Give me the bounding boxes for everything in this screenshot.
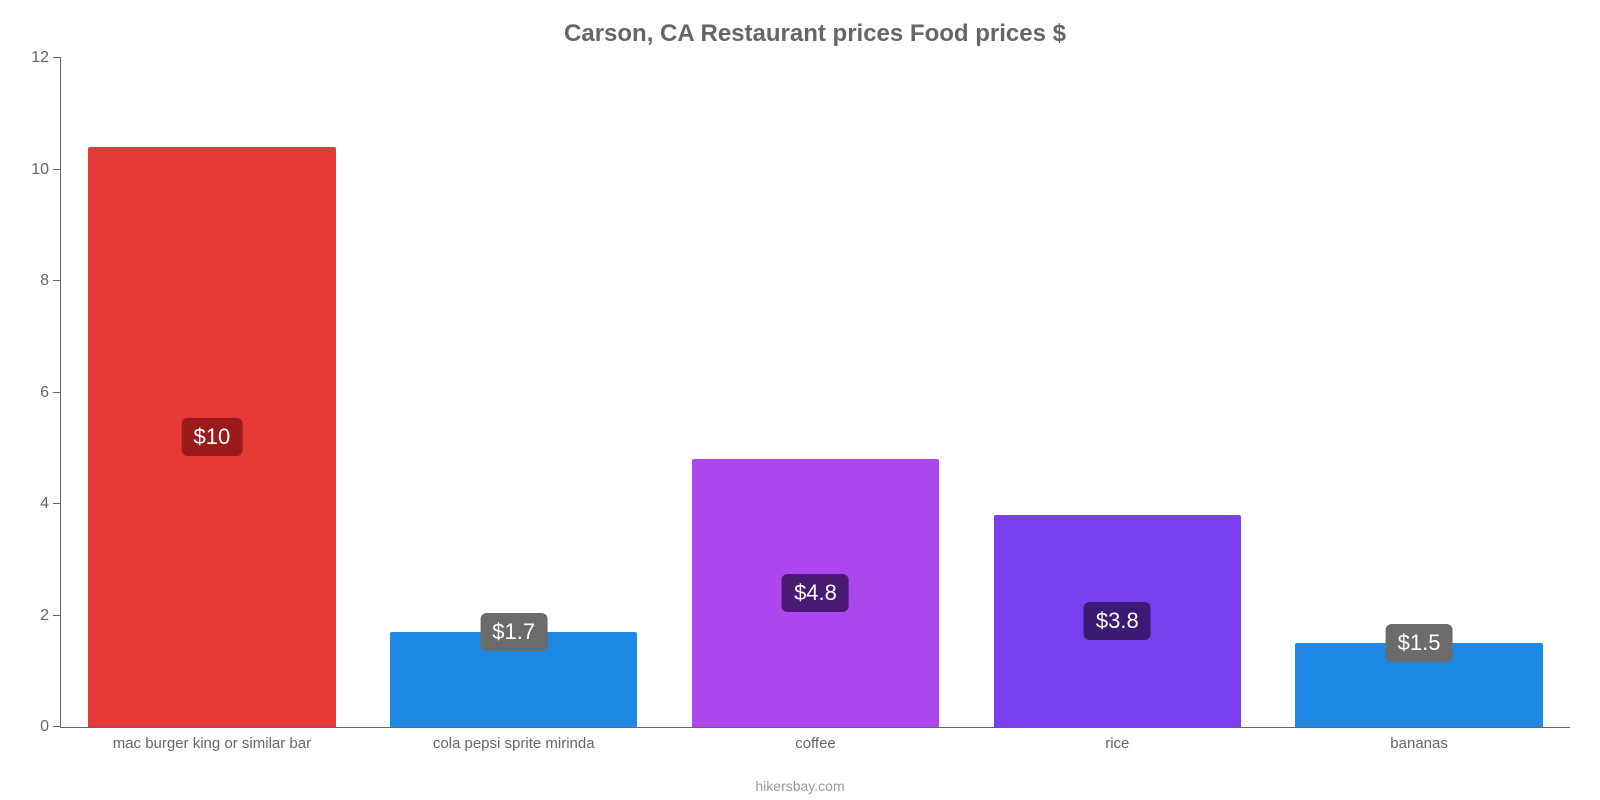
bar-value-badge: $4.8: [782, 574, 849, 612]
bar-value-badge: $3.8: [1084, 602, 1151, 640]
y-tick-label: 0: [40, 718, 49, 736]
bar-value-badge: $1.5: [1386, 624, 1453, 662]
y-tick-label: 8: [40, 272, 49, 290]
x-axis-label: coffee: [665, 735, 967, 752]
bars-row: $10 $1.7 $4.8 $3.8 $1.5: [61, 58, 1570, 727]
x-axis-label: rice: [966, 735, 1268, 752]
bar-value-badge: $10: [182, 418, 243, 456]
y-tick-label: 4: [40, 495, 49, 513]
y-tick: [53, 726, 61, 727]
y-tick: [53, 280, 61, 281]
x-axis-label: bananas: [1268, 735, 1570, 752]
chart-container: Carson, CA Restaurant prices Food prices…: [0, 0, 1600, 800]
y-tick-label: 2: [40, 607, 49, 625]
bar: $3.8: [994, 515, 1241, 727]
bar-slot: $3.8: [966, 58, 1268, 727]
chart-title: Carson, CA Restaurant prices Food prices…: [60, 20, 1570, 48]
footer-credit: hikersbay.com: [0, 778, 1600, 794]
y-tick: [53, 169, 61, 170]
y-tick: [53, 615, 61, 616]
bar-slot: $1.5: [1268, 58, 1570, 727]
bar: $4.8: [692, 459, 939, 727]
x-axis-labels: mac burger king or similar barcola pepsi…: [61, 735, 1570, 752]
bar: $1.5: [1295, 643, 1542, 727]
bar-slot: $1.7: [363, 58, 665, 727]
bar: $1.7: [390, 632, 637, 727]
bar-value-badge: $1.7: [480, 613, 547, 651]
x-axis-label: mac burger king or similar bar: [61, 735, 363, 752]
y-tick-label: 12: [31, 49, 49, 67]
x-axis-label: cola pepsi sprite mirinda: [363, 735, 665, 752]
bar-slot: $4.8: [665, 58, 967, 727]
y-tick-label: 6: [40, 384, 49, 402]
bar-slot: $10: [61, 58, 363, 727]
y-tick-label: 10: [31, 161, 49, 179]
plot-area: $10$1.7$4.8$3.8$1.5 mac burger king or s…: [60, 58, 1570, 728]
bar: $10: [88, 147, 335, 727]
y-tick: [53, 392, 61, 393]
y-tick: [53, 57, 61, 58]
y-tick: [53, 503, 61, 504]
